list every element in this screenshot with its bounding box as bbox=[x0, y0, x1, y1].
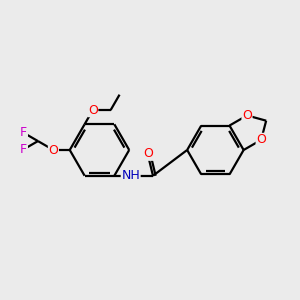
Text: O: O bbox=[256, 134, 266, 146]
Text: O: O bbox=[144, 147, 154, 160]
Text: NH: NH bbox=[121, 169, 140, 182]
Text: F: F bbox=[20, 143, 27, 156]
Text: O: O bbox=[242, 109, 252, 122]
Text: O: O bbox=[49, 143, 58, 157]
Text: F: F bbox=[20, 126, 27, 140]
Text: O: O bbox=[88, 103, 98, 117]
